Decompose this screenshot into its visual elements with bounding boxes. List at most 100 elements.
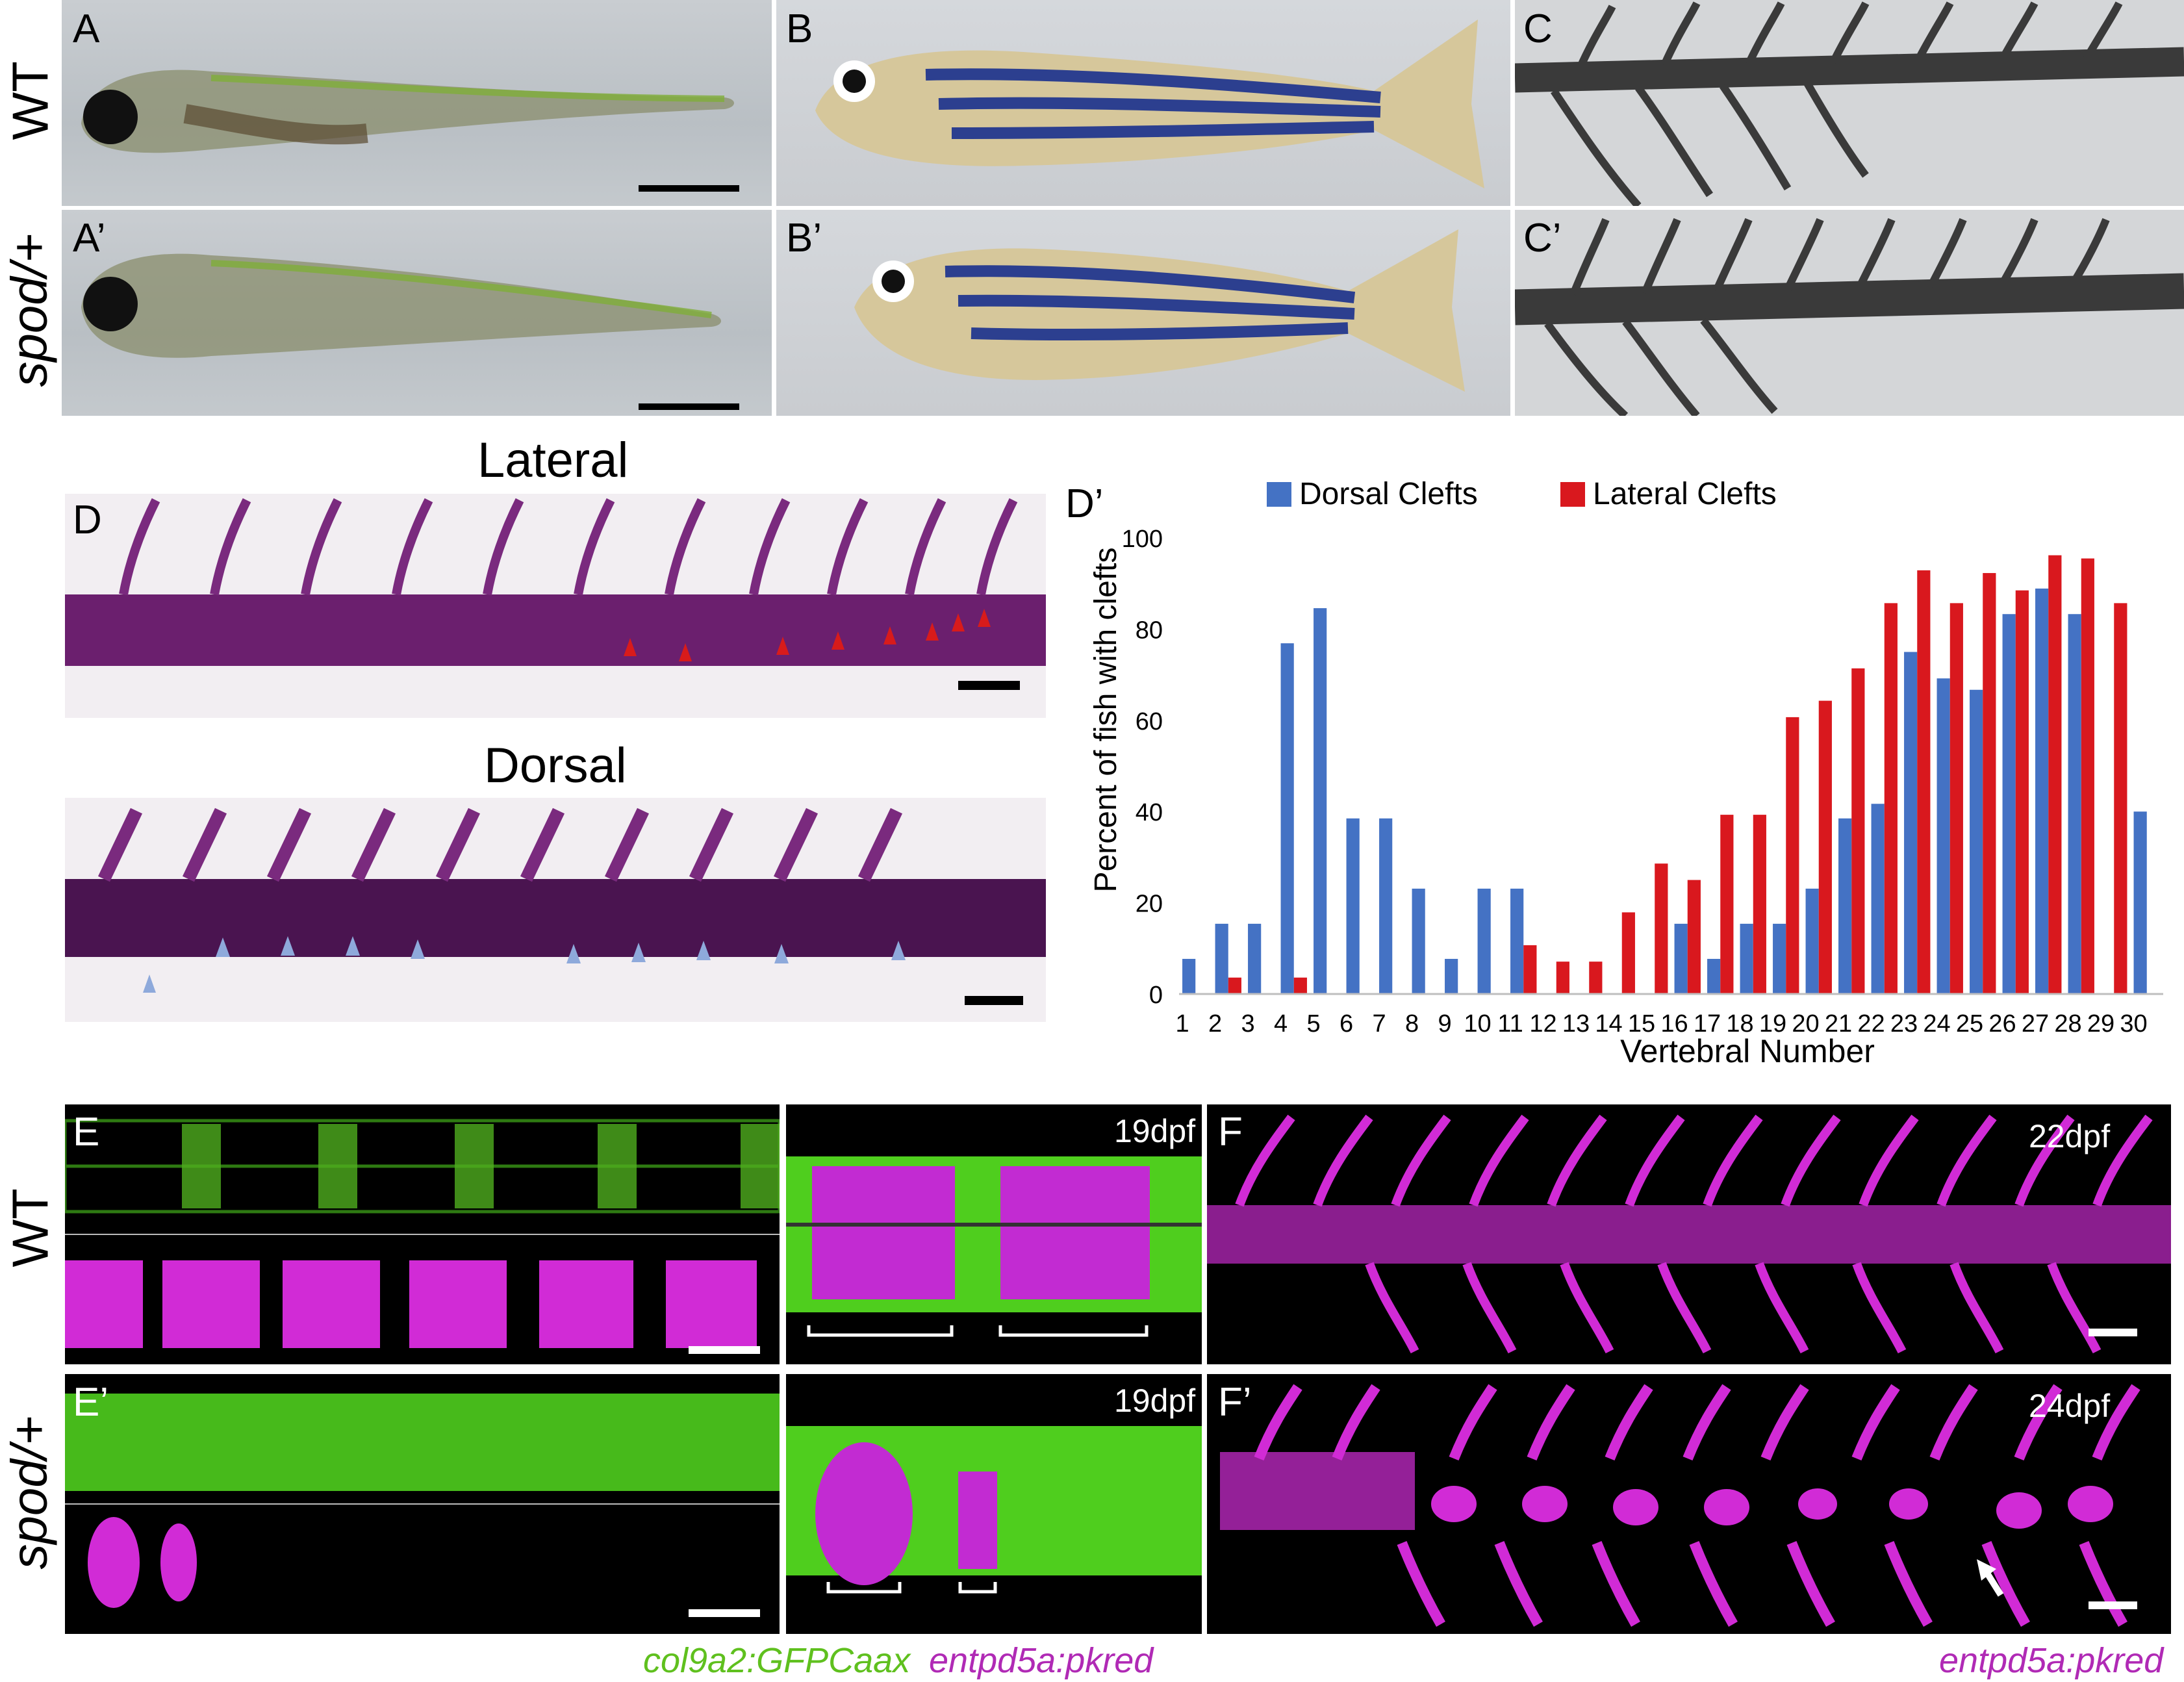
bar-dorsal-18 [1740, 923, 1753, 994]
stamp-e-wt: 19dpf [1114, 1113, 1196, 1149]
x-tick-label: 29 [2087, 1010, 2114, 1038]
legend-swatch-dorsal [1267, 482, 1291, 507]
x-axis-label: Vertebral Number [1620, 1033, 1875, 1065]
stamp-f-spod: 24dpf [2029, 1388, 2111, 1424]
bar-dorsal-19 [1773, 923, 1786, 994]
x-tick-label: 25 [1956, 1010, 1983, 1038]
caption-green-reporter: col9a2:GFPCaax [643, 1641, 911, 1680]
x-tick-label: 22 [1857, 1010, 1885, 1038]
bar-dorsal-11 [1510, 888, 1524, 994]
panel-label-b: B [786, 6, 813, 51]
bar-lateral-29 [2114, 603, 2127, 994]
e-spod-overview-illustration [65, 1394, 780, 1608]
scale-bar-d-lateral [958, 681, 1020, 690]
x-tick-label: 26 [1988, 1010, 2016, 1038]
bar-lateral-16 [1687, 880, 1701, 994]
bar-lateral-17 [1720, 815, 1734, 994]
bar-dorsal-22 [1871, 804, 1885, 994]
bar-dorsal-3 [1248, 923, 1262, 994]
panel-label-d-prime: D’ [1065, 481, 1104, 526]
panel-f-wt-bone: 22dpf [1207, 1104, 2171, 1364]
bar-lateral-12 [1556, 962, 1569, 994]
scale-bar-f [2089, 1329, 2137, 1336]
x-tick-label: 12 [1529, 1010, 1556, 1038]
bar-dorsal-2 [1215, 923, 1228, 994]
x-tick-label: 20 [1792, 1010, 1819, 1038]
cleft-frequency-bar-chart: Dorsal Clefts Lateral Clefts 0 20 40 60 80 10… [1089, 477, 2163, 1065]
x-tick-label: 21 [1825, 1010, 1852, 1038]
x-tick-label: 14 [1595, 1010, 1622, 1038]
lateral-spine-illustration [65, 498, 1046, 666]
panel-label-a: A [73, 6, 100, 51]
bar-lateral-14 [1621, 912, 1635, 994]
scale-bar-d-dorsal [965, 996, 1023, 1005]
panel-d-dorsal-stain [65, 798, 1046, 1022]
bar-lateral-27 [2048, 555, 2062, 994]
bar-dorsal-27 [2035, 588, 2049, 994]
bar-dorsal-5 [1314, 608, 1327, 994]
x-tick-label: 27 [2022, 1010, 2049, 1038]
bar-dorsal-4 [1280, 643, 1294, 994]
x-tick-label: 1 [1175, 1010, 1189, 1038]
y-tick-label: 40 [1136, 799, 1163, 826]
x-tick-label: 2 [1208, 1010, 1222, 1038]
panel-label-f-prime: F’ [1218, 1380, 1252, 1425]
bar-dorsal-28 [2068, 614, 2081, 994]
y-tick-label: 20 [1136, 891, 1163, 918]
stamp-e-spod: 19dpf [1114, 1383, 1196, 1419]
e-wt-closeup-illustration [786, 1156, 1202, 1337]
panel-label-e-prime: E’ [73, 1380, 109, 1425]
panel-label-e: E [73, 1110, 100, 1154]
bar-lateral-11 [1523, 945, 1537, 994]
legend-swatch-lateral [1560, 482, 1585, 507]
panel-label-a-prime: A’ [73, 216, 106, 261]
row-label-wt-top: WT [1, 61, 59, 140]
scale-bar-e [689, 1346, 760, 1354]
legend-label-dorsal: Dorsal Clefts [1299, 477, 1478, 511]
x-tick-label: 24 [1923, 1010, 1950, 1038]
bar-dorsal-6 [1346, 818, 1360, 994]
x-tick-label: 4 [1274, 1010, 1288, 1038]
bar-dorsal-25 [1970, 689, 1983, 994]
bar-dorsal-30 [2133, 811, 2147, 994]
scale-bar-e-prime [689, 1609, 760, 1617]
panel-a-prime-larva-spod [62, 210, 772, 416]
bar-dorsal-16 [1674, 923, 1688, 994]
larva-wt-illustration [81, 70, 734, 153]
panel-label-b-prime: B’ [786, 216, 822, 261]
panel-b-prime-adult-spod [776, 210, 1510, 416]
panel-d-lateral-stain [65, 494, 1046, 718]
bar-lateral-4 [1293, 977, 1307, 994]
panel-e-prime-spod-overview [65, 1374, 780, 1634]
bar-dorsal-10 [1477, 888, 1491, 994]
f-spod-illustration [1220, 1384, 2140, 1627]
caption-f-magenta-reporter: entpd5a:pkred [1939, 1641, 2164, 1680]
dorsal-spine-illustration [65, 808, 1046, 993]
panel-c-prime-spine-xray-spod [1515, 210, 2184, 416]
bar-dorsal-20 [1805, 888, 1819, 994]
dorsal-cleft-markers [143, 936, 906, 993]
x-tick-label: 17 [1694, 1010, 1721, 1038]
x-tick-label: 28 [2054, 1010, 2081, 1038]
panel-e-wt-overview [65, 1104, 780, 1364]
bar-lateral-21 [1851, 668, 1865, 994]
e-spod-closeup-illustration [786, 1426, 1202, 1594]
x-tick-label: 30 [2120, 1010, 2147, 1038]
y-tick-label: 100 [1122, 526, 1163, 553]
bar-lateral-24 [1949, 603, 1963, 994]
panel-c-spine-xray-wt [1515, 0, 2184, 206]
x-tick-label: 5 [1306, 1010, 1320, 1038]
x-tick-label: 15 [1628, 1010, 1655, 1038]
y-tick-label: 0 [1149, 982, 1163, 1009]
bar-lateral-19 [1786, 717, 1799, 994]
arrow-icon [1977, 1559, 2004, 1597]
scale-bar-f-prime [2089, 1601, 2137, 1609]
x-tick-label: 3 [1241, 1010, 1254, 1038]
row-label-wt-bottom: WT [1, 1188, 59, 1268]
bar-dorsal-1 [1182, 958, 1196, 994]
x-tick-label: 23 [1890, 1010, 1918, 1038]
spine-spod-illustration [1515, 218, 2184, 416]
panel-e-prime-spod-closeup: 19dpf [786, 1374, 1202, 1634]
row-label-spod-top: spod/+ [0, 233, 58, 387]
adult-fish-wt-illustration [815, 19, 1484, 188]
